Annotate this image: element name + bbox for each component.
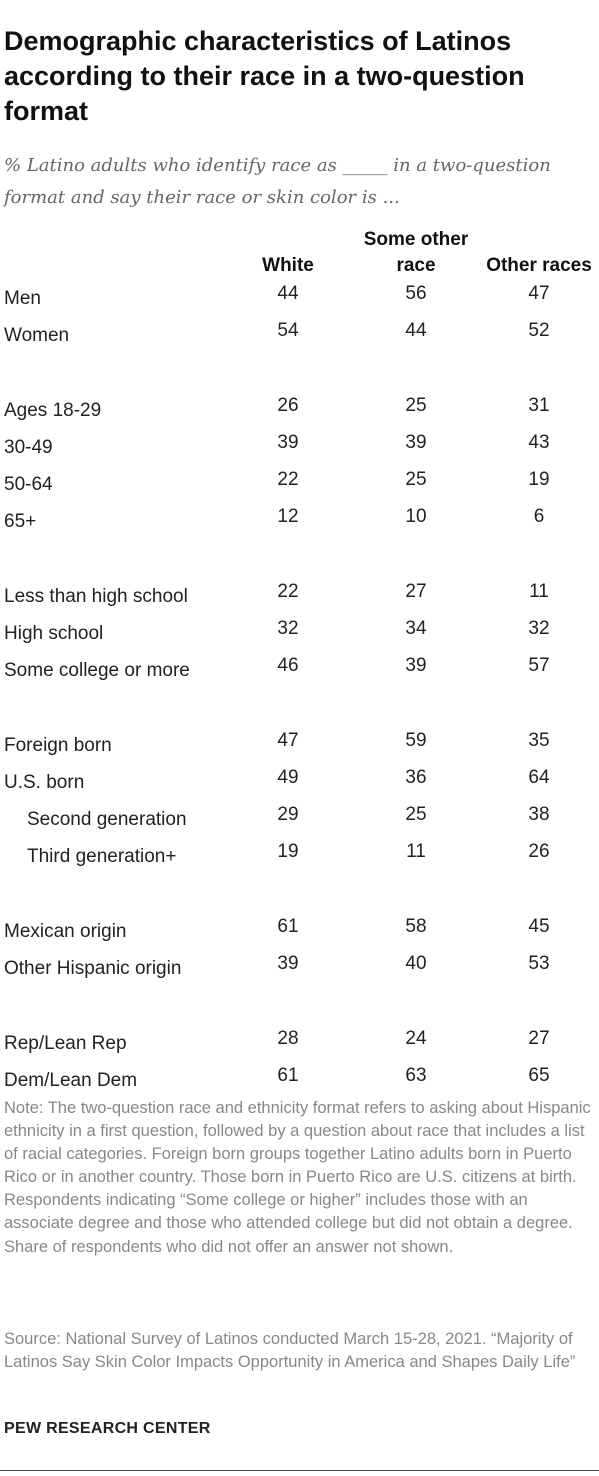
cell-value: 61	[277, 1065, 299, 1086]
column-header-some-other-race: Some other race	[346, 227, 486, 279]
row-label: Other Hispanic origin	[4, 958, 182, 979]
note-text: Note: The two-question race and ethnicit…	[4, 1099, 591, 1256]
row-label: Some college or more	[4, 660, 190, 681]
cell-value: 64	[528, 767, 550, 788]
cell-value: 56	[405, 283, 427, 304]
cell-value: 45	[528, 916, 550, 937]
cell-value: 63	[405, 1065, 427, 1086]
cell-value: 43	[528, 432, 550, 453]
cell-value: 46	[277, 655, 299, 676]
row-label: 50-64	[4, 474, 53, 495]
cell-value: 22	[277, 581, 299, 602]
cell-value: 53	[528, 953, 550, 974]
table-row: Mexican origin 61 58 45	[0, 916, 599, 948]
row-label: 30-49	[4, 437, 53, 458]
cell-value: 27	[528, 1028, 550, 1049]
table-row: Dem/Lean Dem 61 63 65	[0, 1065, 599, 1097]
row-label: Mexican origin	[4, 921, 127, 942]
chart-title: Demographic characteristics of Latinos a…	[4, 26, 525, 126]
row-label: Women	[4, 325, 70, 346]
brand-logo-text: PEW RESEARCH CENTER	[4, 1420, 211, 1437]
cell-value: 47	[528, 283, 550, 304]
cell-value: 12	[277, 506, 299, 527]
table-row: Women 54 44 52	[0, 320, 599, 352]
table-row: High school 32 34 32	[0, 618, 599, 650]
table-row: U.S. born 49 36 64	[0, 767, 599, 799]
cell-value: 31	[528, 395, 550, 416]
cell-value: 44	[405, 320, 427, 341]
cell-value: 44	[277, 283, 299, 304]
cell-value: 6	[533, 506, 545, 527]
cell-value: 59	[405, 730, 427, 751]
table-row: Rep/Lean Rep 28 24 27	[0, 1028, 599, 1060]
cell-value: 34	[405, 618, 427, 639]
cell-value: 40	[405, 953, 427, 974]
cell-value: 11	[529, 581, 549, 602]
cell-value: 25	[405, 469, 427, 490]
table-row: Third generation+ 19 11 26	[0, 841, 599, 873]
cell-value: 26	[528, 841, 550, 862]
table-row: 30-49 39 39 43	[0, 432, 599, 464]
cell-value: 49	[277, 767, 299, 788]
row-label: Less than high school	[4, 586, 188, 607]
row-label: High school	[4, 623, 104, 644]
chart-subtitle: % Latino adults who identify race as ___…	[4, 155, 551, 208]
table-row: Foreign born 47 59 35	[0, 730, 599, 762]
cell-value: 61	[277, 916, 299, 937]
cell-value: 54	[277, 320, 299, 341]
row-label: Second generation	[27, 809, 187, 830]
row-label: Ages 18-29	[4, 400, 102, 421]
row-label: Foreign born	[4, 735, 112, 756]
cell-value: 19	[528, 469, 550, 490]
table-row: Other Hispanic origin 39 40 53	[0, 953, 599, 985]
row-label: Men	[4, 288, 41, 309]
column-header-other-races: Other races	[486, 255, 592, 276]
cell-value: 29	[277, 804, 299, 825]
table-row: Less than high school 22 27 11	[0, 581, 599, 613]
cell-value: 38	[528, 804, 550, 825]
column-header-some-other-line2: race	[396, 255, 436, 276]
cell-value: 25	[405, 395, 427, 416]
row-label: Rep/Lean Rep	[4, 1033, 127, 1054]
row-label: U.S. born	[4, 772, 85, 793]
cell-value: 25	[405, 804, 427, 825]
table-row: Men 44 56 47	[0, 283, 599, 315]
cell-value: 11	[406, 841, 426, 862]
cell-value: 22	[277, 469, 299, 490]
cell-value: 47	[277, 730, 299, 751]
row-label: Dem/Lean Dem	[4, 1070, 138, 1091]
cell-value: 57	[528, 655, 550, 676]
cell-value: 35	[528, 730, 550, 751]
cell-value: 27	[405, 581, 427, 602]
table-row: 65+ 12 10 6	[0, 506, 599, 538]
cell-value: 10	[405, 506, 427, 527]
cell-value: 32	[277, 618, 299, 639]
row-label: 65+	[4, 511, 37, 532]
cell-value: 39	[277, 432, 299, 453]
bottom-divider	[0, 1470, 599, 1471]
column-header-some-other-line1: Some other	[363, 229, 469, 250]
cell-value: 65	[528, 1065, 550, 1086]
cell-value: 36	[405, 767, 427, 788]
cell-value: 19	[277, 841, 299, 862]
cell-value: 28	[277, 1028, 299, 1049]
cell-value: 52	[528, 320, 550, 341]
table-row: Some college or more 46 39 57	[0, 655, 599, 687]
cell-value: 39	[405, 432, 427, 453]
column-header-white: White	[262, 255, 314, 276]
cell-value: 24	[405, 1028, 427, 1049]
table-row: Second generation 29 25 38	[0, 804, 599, 836]
cell-value: 32	[528, 618, 550, 639]
row-label: Third generation+	[27, 846, 177, 867]
cell-value: 39	[405, 655, 427, 676]
table-row: Ages 18-29 26 25 31	[0, 395, 599, 427]
cell-value: 39	[277, 953, 299, 974]
table-row: 50-64 22 25 19	[0, 469, 599, 501]
source-text: Source: National Survey of Latinos condu…	[4, 1330, 576, 1372]
cell-value: 26	[277, 395, 299, 416]
cell-value: 58	[405, 916, 427, 937]
